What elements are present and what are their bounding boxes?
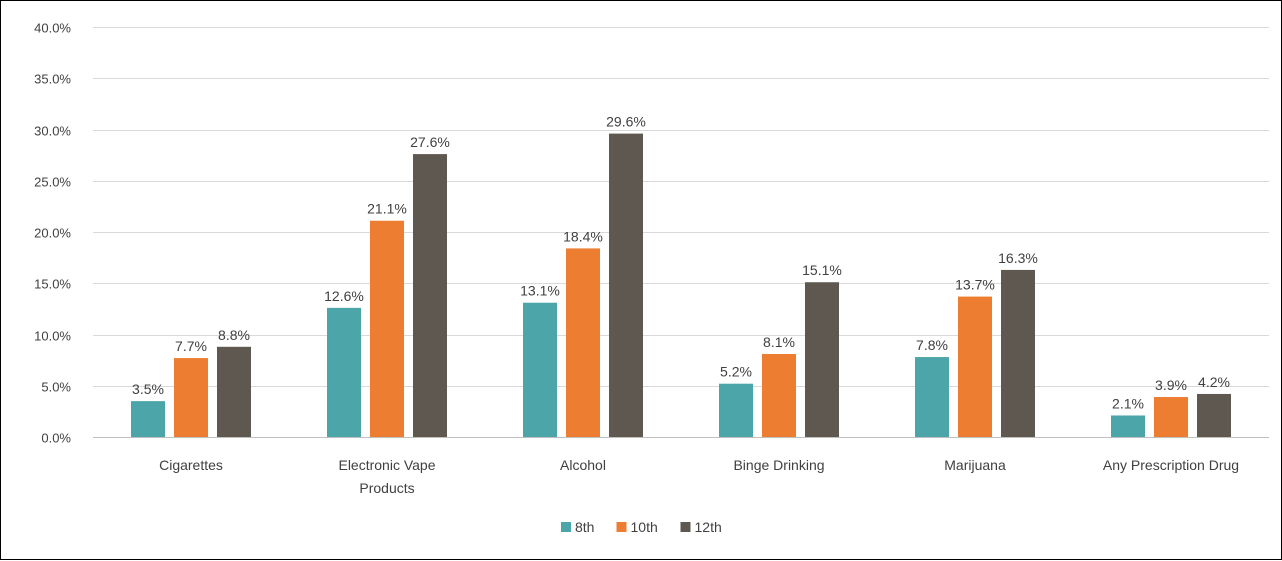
- bar-8th: [719, 383, 753, 437]
- bars: [131, 133, 1231, 437]
- legend-swatch: [680, 522, 691, 532]
- data-label: 12.6%: [324, 288, 364, 304]
- legend-label: 12th: [695, 519, 722, 535]
- data-label: 7.7%: [175, 338, 207, 354]
- data-label: 8.1%: [763, 334, 795, 350]
- data-label: 13.1%: [520, 283, 560, 299]
- category-label: Electronic Vape: [338, 457, 435, 473]
- data-label: 4.2%: [1198, 374, 1230, 390]
- category-label: Alcohol: [560, 457, 606, 473]
- y-tick-label: 40.0%: [34, 21, 71, 36]
- y-axis-ticks: 0.0% 5.0% 10.0% 15.0% 20.0% 25.0% 30.0% 35.0% 40…: [34, 21, 71, 446]
- category-label: Any Prescription Drug: [1103, 457, 1239, 473]
- y-tick-label: 35.0%: [34, 72, 71, 87]
- data-label: 15.1%: [802, 262, 842, 278]
- y-tick-label: 20.0%: [34, 226, 71, 241]
- bar-10th: [566, 248, 600, 437]
- category-label: Binge Drinking: [733, 457, 824, 473]
- category-label: Marijuana: [944, 457, 1006, 473]
- y-tick-label: 25.0%: [34, 175, 71, 190]
- bar-12th: [1197, 393, 1231, 437]
- bar-8th: [915, 357, 949, 437]
- category-label: Products: [359, 480, 414, 496]
- data-label: 27.6%: [410, 134, 450, 150]
- bar-8th: [327, 307, 361, 437]
- data-label: 18.4%: [563, 228, 603, 244]
- bar-10th: [958, 296, 992, 437]
- bar-8th: [523, 302, 557, 437]
- bar-10th: [762, 353, 796, 437]
- y-tick-label: 5.0%: [41, 380, 71, 395]
- legend-label: 10th: [631, 519, 658, 535]
- data-label: 29.6%: [606, 114, 646, 130]
- gridlines: [93, 27, 1269, 438]
- legend-swatch: [616, 522, 627, 532]
- data-label: 5.2%: [720, 364, 752, 380]
- bar-12th: [609, 133, 643, 437]
- legend-swatch: [561, 522, 571, 532]
- data-label: 3.5%: [132, 381, 164, 397]
- bar-10th: [174, 358, 208, 437]
- data-label: 16.3%: [998, 250, 1038, 266]
- category-label: Cigarettes: [159, 457, 223, 473]
- bar-10th: [1154, 397, 1188, 437]
- bar-10th: [370, 220, 404, 437]
- data-labels: 3.5% 7.7% 8.8% 12.6% 21.1% 27.6% 13.1% 18.4% 29.…: [132, 114, 1230, 412]
- data-label: 7.8%: [916, 337, 948, 353]
- bar-12th: [413, 154, 447, 437]
- data-label: 8.8%: [218, 327, 250, 343]
- bar-8th: [131, 401, 165, 437]
- data-label: 21.1%: [367, 201, 407, 217]
- legend: 8th 10th 12th: [561, 519, 722, 535]
- y-tick-label: 15.0%: [34, 277, 71, 292]
- bar-12th: [805, 282, 839, 437]
- data-label: 2.1%: [1112, 395, 1144, 411]
- data-label: 3.9%: [1155, 377, 1187, 393]
- x-axis-categories: Cigarettes Electronic Vape Products Alcohol…: [159, 457, 1239, 496]
- data-label: 13.7%: [955, 277, 995, 293]
- y-tick-label: 0.0%: [41, 431, 71, 446]
- y-tick-label: 30.0%: [34, 124, 71, 139]
- bar-12th: [217, 346, 251, 437]
- bar-12th: [1001, 269, 1035, 437]
- y-tick-label: 10.0%: [34, 329, 71, 344]
- bar-8th: [1111, 415, 1145, 437]
- legend-label: 8th: [575, 519, 594, 535]
